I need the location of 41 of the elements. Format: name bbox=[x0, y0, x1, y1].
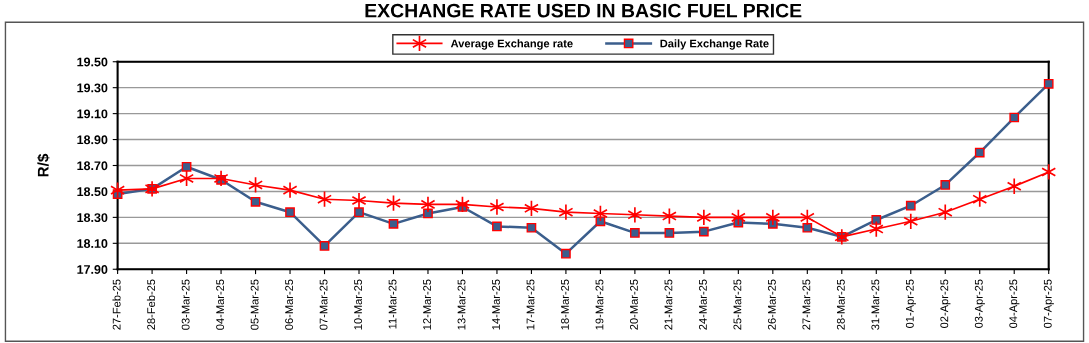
chart-title: EXCHANGE RATE USED IN BASIC FUEL PRICE bbox=[365, 3, 802, 18]
y-axis-title: R/$ bbox=[37, 153, 50, 177]
legend-label: Average Exchange rate bbox=[450, 39, 573, 50]
x-tick-label: 01-Apr-25 bbox=[905, 279, 916, 328]
x-tick-label: 04-Mar-25 bbox=[216, 279, 225, 330]
x-tick-label: 19-Mar-25 bbox=[595, 279, 604, 330]
y-tick-label: 19.30 bbox=[77, 83, 108, 93]
x-tick-label: 07-Mar-25 bbox=[319, 279, 328, 330]
x-tick-label: 21-Mar-25 bbox=[664, 279, 673, 330]
x-tick-label: 28-Feb-25 bbox=[146, 279, 156, 330]
x-tick-label: 20-Mar-25 bbox=[630, 279, 638, 330]
x-tick-label: 17-Mar-25 bbox=[526, 279, 535, 330]
y-tick-label: 19.10 bbox=[77, 109, 108, 119]
y-tick-label: 18.90 bbox=[77, 135, 108, 145]
x-tick-label: 18-Mar-25 bbox=[561, 279, 569, 330]
x-tick-label: 28-Mar-25 bbox=[836, 279, 845, 330]
y-tick-label: 18.50 bbox=[77, 187, 108, 197]
x-tick-label: 05-Mar-25 bbox=[250, 279, 259, 330]
y-tick-label: 19.50 bbox=[77, 57, 108, 67]
x-tick-label: 31-Mar-25 bbox=[871, 279, 880, 330]
x-tick-label: 12-Mar-25 bbox=[423, 279, 431, 330]
y-tick-label: 17.90 bbox=[77, 265, 108, 274]
y-tick-label: 18.10 bbox=[77, 239, 108, 248]
x-tick-label: 07-Apr-25 bbox=[1043, 279, 1054, 328]
x-tick-label: 27-Feb-25 bbox=[112, 279, 121, 330]
legend-label: Daily Exchange Rate bbox=[660, 39, 769, 50]
x-tick-label: 25-Mar-25 bbox=[733, 279, 742, 330]
x-tick-label: 11-Mar-25 bbox=[388, 279, 397, 329]
x-tick-label: 03-Apr-25 bbox=[974, 279, 985, 328]
x-tick-label: 13-Mar-25 bbox=[457, 279, 466, 330]
x-tick-label: 24-Mar-25 bbox=[698, 279, 707, 330]
x-tick-label: 06-Mar-25 bbox=[285, 279, 294, 330]
y-tick-label: 18.30 bbox=[77, 213, 108, 223]
x-tick-label: 26-Mar-25 bbox=[767, 279, 776, 330]
x-tick-label: 03-Mar-25 bbox=[181, 279, 190, 330]
x-tick-label: 04-Apr-25 bbox=[1009, 279, 1020, 328]
y-tick-label: 18.70 bbox=[77, 161, 108, 171]
x-tick-label: 10-Mar-25 bbox=[354, 279, 362, 330]
x-tick-label: 27-Mar-25 bbox=[802, 279, 811, 330]
x-tick-label: 02-Apr-25 bbox=[940, 279, 951, 328]
x-tick-label: 14-Mar-25 bbox=[492, 279, 500, 330]
